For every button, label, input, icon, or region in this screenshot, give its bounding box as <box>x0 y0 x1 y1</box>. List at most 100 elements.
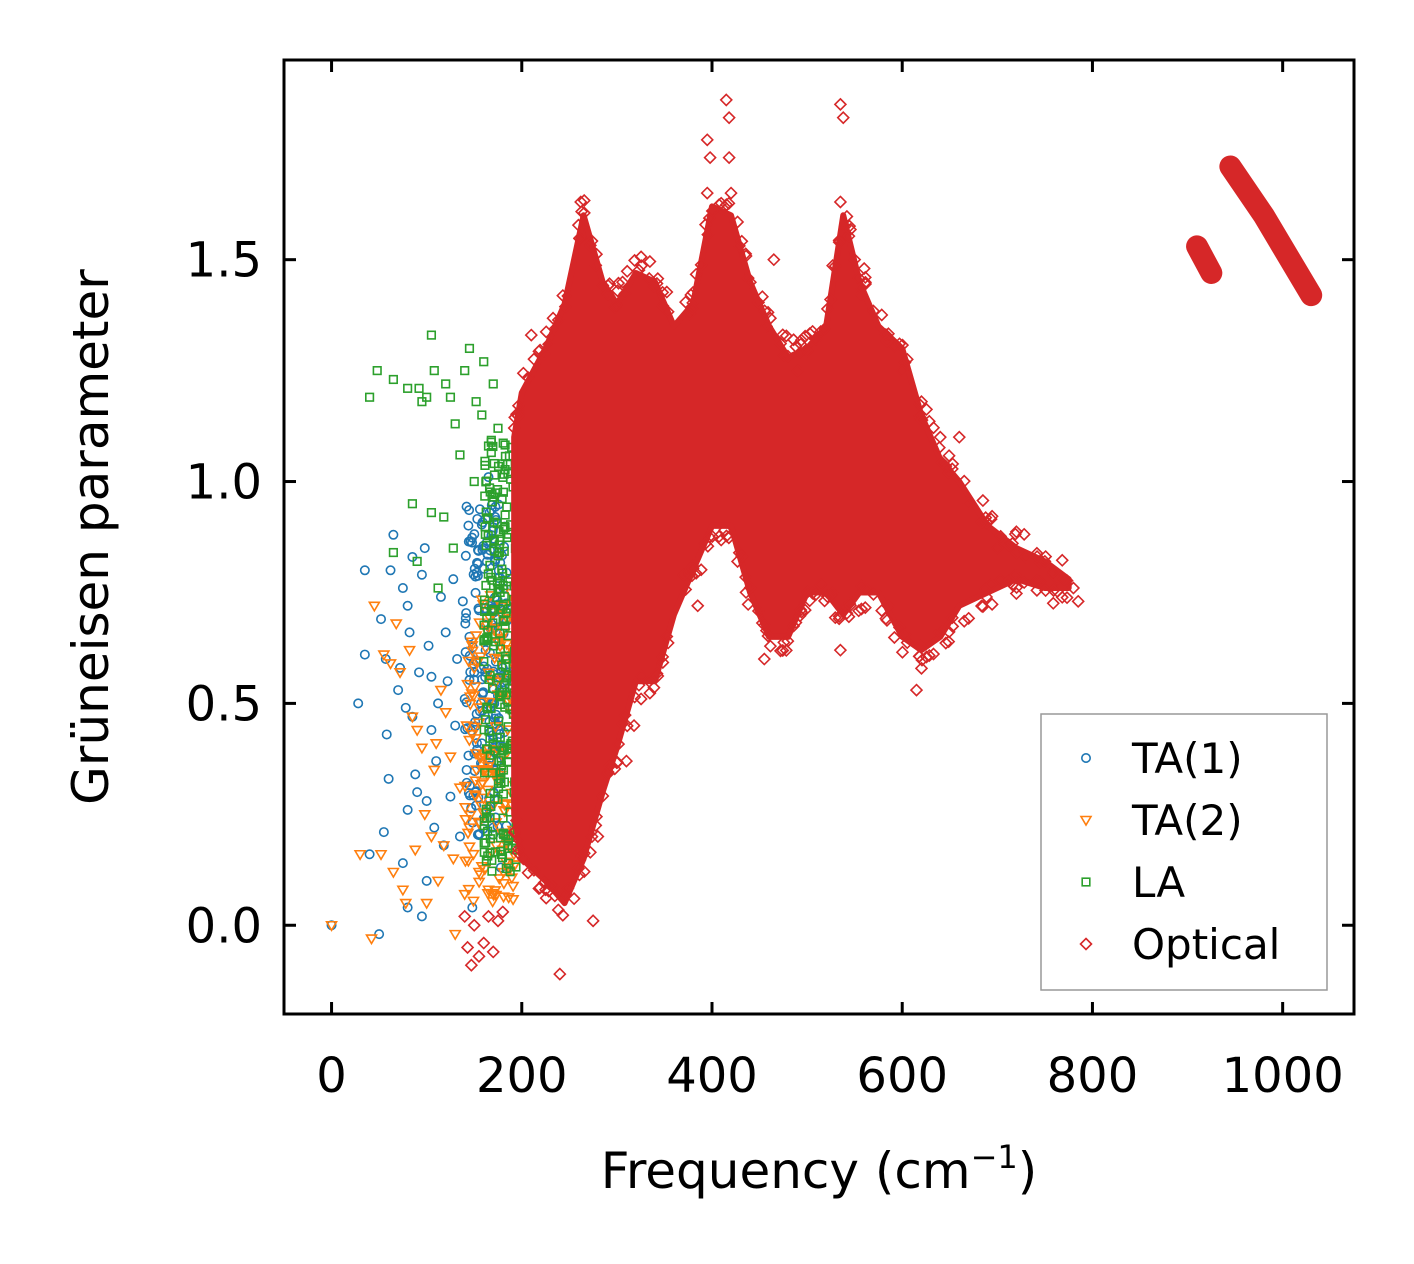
optical-streak-2 <box>1219 155 1323 307</box>
data-point <box>1030 546 1044 560</box>
data-point <box>577 846 591 860</box>
data-point <box>556 908 570 922</box>
data-point <box>474 504 485 515</box>
data-point <box>591 829 605 844</box>
data-point <box>437 841 451 852</box>
data-point <box>833 643 848 657</box>
data-point <box>462 735 476 747</box>
data-point <box>460 940 475 955</box>
data-point <box>858 270 872 285</box>
data-point <box>879 328 893 342</box>
data-point <box>912 408 926 422</box>
series-optical <box>458 93 1323 981</box>
data-point <box>506 895 520 906</box>
data-point <box>410 769 421 780</box>
data-point <box>984 512 998 526</box>
data-point <box>1009 545 1024 560</box>
data-point <box>887 630 902 645</box>
data-point <box>619 754 634 768</box>
data-point <box>416 911 427 922</box>
data-point <box>498 487 508 497</box>
data-point <box>501 863 511 874</box>
data-point <box>472 949 486 963</box>
data-point <box>408 845 422 857</box>
data-point <box>402 804 413 815</box>
data-point <box>486 945 500 959</box>
data-point <box>952 430 966 444</box>
data-point <box>1008 568 1022 582</box>
data-point <box>589 247 604 261</box>
data-point <box>828 611 842 625</box>
data-point <box>374 849 388 861</box>
data-point <box>651 669 665 683</box>
data-point <box>854 579 869 593</box>
data-point <box>838 601 852 615</box>
data-point <box>651 272 665 286</box>
data-point <box>439 512 449 522</box>
data-point <box>482 702 492 712</box>
data-point <box>500 621 510 631</box>
x-tick-label: 600 <box>856 1048 948 1104</box>
data-point <box>464 780 475 791</box>
data-point <box>400 702 411 713</box>
data-point <box>857 261 871 276</box>
data-point <box>743 581 757 595</box>
data-point <box>505 873 519 885</box>
data-point <box>527 352 541 366</box>
data-point <box>419 543 430 554</box>
data-point <box>465 641 479 653</box>
data-point <box>779 329 793 343</box>
data-point <box>979 590 994 604</box>
data-point <box>402 600 413 611</box>
data-point <box>460 613 471 624</box>
data-point <box>483 531 493 541</box>
data-point <box>482 633 492 643</box>
data-point <box>800 344 815 358</box>
data-point <box>471 800 482 811</box>
data-point <box>1046 596 1060 610</box>
data-point <box>761 305 775 319</box>
data-point <box>353 698 364 709</box>
data-point <box>406 712 419 724</box>
data-point <box>484 726 494 736</box>
data-point <box>493 778 504 788</box>
data-point <box>957 474 971 488</box>
data-point <box>403 383 413 393</box>
data-point <box>448 543 458 553</box>
data-point <box>786 619 801 633</box>
data-point <box>497 660 507 670</box>
data-point <box>914 395 929 409</box>
x-axis-label: Frequency (cm−1) <box>601 1138 1038 1200</box>
data-point <box>985 509 999 523</box>
data-point <box>618 286 632 301</box>
data-point <box>500 510 510 520</box>
data-point <box>794 603 808 617</box>
data-point <box>480 456 490 466</box>
legend-marker <box>1079 937 1093 951</box>
data-point <box>325 920 338 932</box>
data-point <box>442 676 453 687</box>
data-point <box>388 529 399 540</box>
data-point <box>836 111 850 125</box>
data-point <box>512 833 527 848</box>
data-point <box>491 637 501 647</box>
data-point <box>467 918 481 932</box>
data-point <box>427 765 441 777</box>
data-point <box>429 366 439 376</box>
data-point <box>423 640 434 651</box>
data-point <box>575 205 589 219</box>
legend-label: Optical <box>1132 920 1280 969</box>
data-point <box>359 649 370 660</box>
data-point <box>471 738 482 749</box>
data-point <box>567 892 581 906</box>
data-point <box>866 587 881 601</box>
data-point <box>814 577 828 592</box>
data-point <box>374 929 385 940</box>
data-point <box>533 343 547 357</box>
data-point <box>689 566 703 580</box>
data-point <box>445 392 456 402</box>
data-point <box>539 325 553 339</box>
data-point <box>803 593 817 608</box>
data-point <box>773 336 788 351</box>
data-point <box>497 494 507 504</box>
